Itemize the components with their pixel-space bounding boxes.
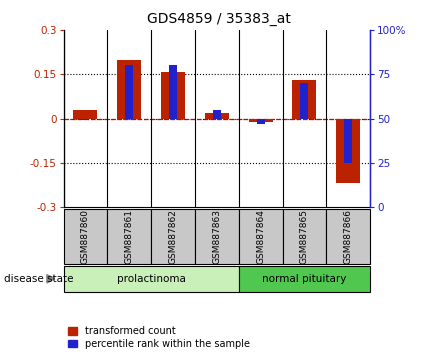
FancyBboxPatch shape xyxy=(64,209,107,264)
Bar xyxy=(161,72,185,119)
Bar xyxy=(73,110,97,119)
Text: GSM887866: GSM887866 xyxy=(344,209,353,264)
Polygon shape xyxy=(47,275,55,283)
Bar xyxy=(213,110,221,119)
Legend: transformed count, percentile rank within the sample: transformed count, percentile rank withi… xyxy=(68,326,250,349)
Text: GSM887864: GSM887864 xyxy=(256,209,265,264)
Text: GSM887862: GSM887862 xyxy=(169,209,177,264)
Bar xyxy=(249,119,272,121)
FancyBboxPatch shape xyxy=(64,266,239,292)
FancyBboxPatch shape xyxy=(283,209,326,264)
FancyBboxPatch shape xyxy=(326,209,370,264)
Bar xyxy=(117,59,141,119)
Text: GDS4859 / 35383_at: GDS4859 / 35383_at xyxy=(147,12,291,27)
Bar xyxy=(293,80,316,119)
FancyBboxPatch shape xyxy=(151,209,195,264)
Bar xyxy=(300,83,308,119)
Text: GSM887863: GSM887863 xyxy=(212,209,221,264)
Bar xyxy=(205,113,229,119)
Text: GSM887861: GSM887861 xyxy=(125,209,134,264)
Bar xyxy=(336,119,360,183)
Text: prolactinoma: prolactinoma xyxy=(117,274,186,284)
Text: GSM887865: GSM887865 xyxy=(300,209,309,264)
FancyBboxPatch shape xyxy=(239,266,370,292)
FancyBboxPatch shape xyxy=(239,209,283,264)
Bar xyxy=(81,119,89,120)
Bar xyxy=(169,65,177,119)
Text: GSM887860: GSM887860 xyxy=(81,209,90,264)
Bar xyxy=(257,119,265,124)
Bar xyxy=(125,65,133,119)
FancyBboxPatch shape xyxy=(107,209,151,264)
FancyBboxPatch shape xyxy=(195,209,239,264)
Text: normal pituitary: normal pituitary xyxy=(262,274,346,284)
Bar xyxy=(344,119,352,163)
Text: disease state: disease state xyxy=(4,274,74,284)
